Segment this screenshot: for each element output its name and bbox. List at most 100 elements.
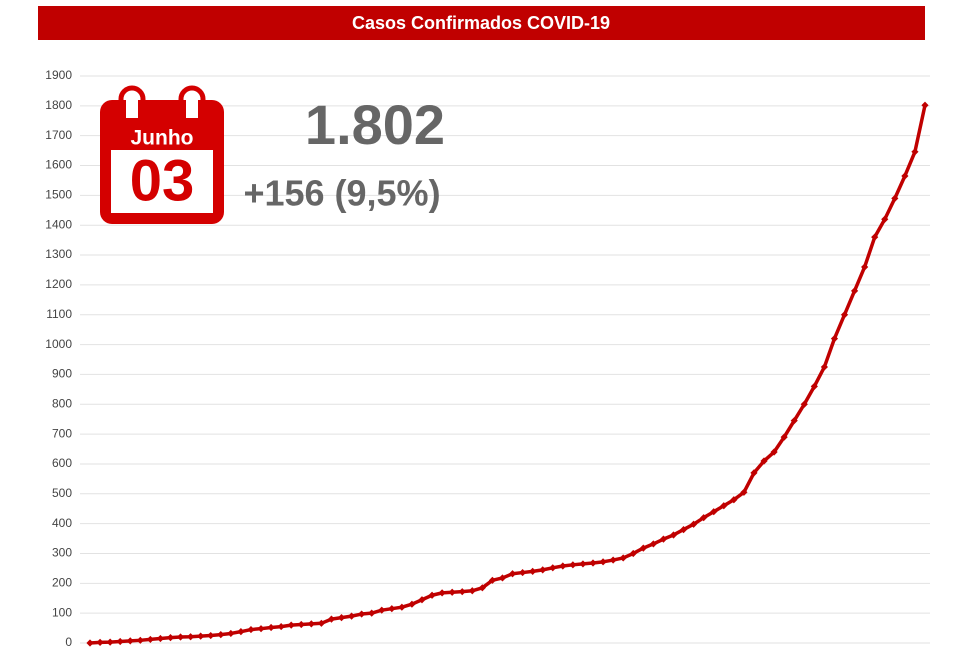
data-point: [861, 263, 869, 271]
data-point: [679, 526, 688, 534]
y-tick-label: 700: [52, 426, 72, 440]
data-point: [770, 448, 778, 456]
data-point: [609, 556, 617, 564]
data-point: [217, 631, 225, 639]
data-point: [790, 417, 798, 425]
data-point: [800, 400, 808, 408]
daily-change: +156 (9,5%): [243, 173, 440, 214]
y-tick-label: 1100: [46, 307, 72, 321]
data-point: [146, 635, 154, 644]
data-point: [539, 566, 547, 574]
data-point: [187, 633, 195, 641]
data-point: [388, 605, 396, 613]
y-tick-label: 0: [65, 635, 72, 649]
data-point: [780, 433, 788, 441]
data-point: [247, 625, 255, 634]
data-point: [166, 634, 175, 642]
calendar-icon: Junho 03: [100, 85, 224, 224]
data-point: [136, 636, 144, 644]
y-tick-label: 1300: [45, 247, 72, 261]
data-point: [529, 567, 537, 575]
data-point: [639, 544, 647, 552]
data-point: [418, 596, 426, 604]
y-tick-label: 800: [52, 396, 72, 410]
data-point: [508, 570, 517, 578]
data-point: [307, 620, 315, 628]
y-tick-label: 300: [52, 546, 72, 560]
data-point: [438, 589, 446, 597]
data-point: [448, 588, 456, 596]
y-tick-label: 1500: [45, 188, 72, 202]
calendar-day: 03: [130, 148, 195, 213]
data-point: [96, 638, 104, 647]
data-point: [176, 633, 185, 641]
data-point: [830, 335, 839, 343]
data-point: [549, 564, 557, 572]
y-tick-label: 100: [52, 605, 72, 619]
y-tick-label: 1200: [45, 277, 72, 291]
data-point: [720, 502, 728, 510]
data-point: [740, 488, 748, 496]
data-point: [408, 600, 416, 608]
data-point: [760, 457, 768, 465]
data-point: [569, 561, 577, 569]
data-point: [850, 287, 859, 295]
title-banner: [38, 6, 925, 40]
y-tick-label: 1700: [45, 128, 72, 142]
y-tick-label: 1400: [45, 217, 72, 231]
data-point: [478, 584, 486, 592]
data-point: [116, 637, 124, 646]
data-point: [267, 623, 275, 632]
data-point: [710, 508, 718, 516]
data-point: [297, 620, 305, 629]
data-point: [86, 639, 94, 647]
data-point: [458, 588, 466, 596]
data-point: [840, 311, 849, 319]
data-point: [881, 215, 889, 223]
data-point: [347, 612, 356, 620]
data-point: [378, 606, 386, 614]
data-point: [488, 576, 497, 584]
data-point: [559, 562, 567, 570]
data-point: [901, 172, 909, 180]
data-point: [589, 559, 597, 567]
data-point: [317, 619, 325, 627]
y-tick-label: 900: [52, 367, 72, 381]
plot: 0 100 200 300 400 500 600 700 800 900 1000 1100 1200…: [45, 68, 930, 649]
data-point: [398, 603, 406, 611]
data-point: [659, 535, 668, 543]
data-point: [911, 148, 919, 156]
data-point: [257, 625, 265, 633]
data-point: [669, 531, 678, 539]
data-point: [358, 610, 366, 618]
data-point: [891, 194, 899, 202]
y-tick-label: 600: [52, 456, 72, 470]
y-tick-label: 1600: [45, 158, 72, 172]
data-point: [700, 514, 708, 522]
y-tick-label: 500: [52, 486, 72, 500]
data-point: [921, 101, 929, 109]
y-tick-label: 1000: [45, 337, 72, 351]
data-point: [207, 631, 215, 640]
y-tick-label: 200: [52, 575, 72, 589]
data-point: [106, 638, 114, 646]
data-point: [810, 382, 818, 390]
data-point: [518, 568, 527, 577]
data-point: [649, 540, 657, 548]
data-point: [690, 520, 698, 528]
data-point: [820, 363, 828, 371]
data-point: [428, 591, 436, 599]
y-tick-label: 400: [52, 516, 72, 530]
chart-title: Casos Confirmados COVID-19: [352, 13, 610, 33]
data-point: [287, 621, 295, 629]
data-point: [368, 609, 376, 617]
data-point: [871, 233, 879, 241]
data-point: [156, 634, 165, 643]
data-point: [579, 560, 587, 568]
data-point: [629, 549, 637, 558]
data-point: [619, 554, 627, 562]
data-point: [126, 637, 134, 645]
data-point: [468, 587, 476, 595]
data-point: [227, 629, 235, 638]
